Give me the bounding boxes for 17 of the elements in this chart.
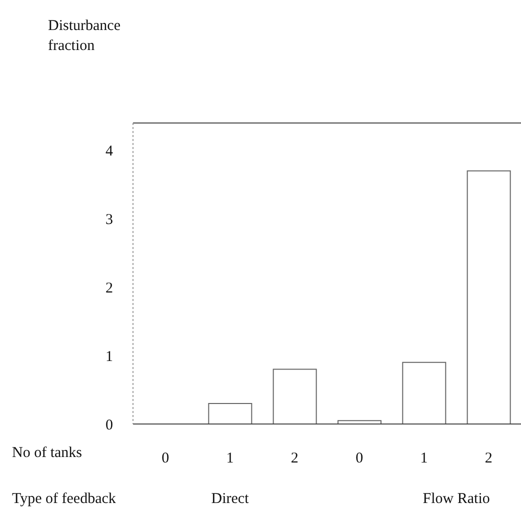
y-axis-title: Disturbance fraction xyxy=(48,17,122,56)
text: Type of feedback xyxy=(12,491,116,508)
y-tick-label: 4 xyxy=(106,144,114,160)
text: Flow Ratio xyxy=(422,491,490,508)
x-tick-label: 0 xyxy=(162,450,170,467)
y-tick-label: 3 xyxy=(106,212,113,228)
x-tick-label: 1 xyxy=(226,450,234,467)
text: Direct xyxy=(211,491,249,508)
x-tick-label: 2 xyxy=(484,450,492,467)
y-tick-label: 0 xyxy=(106,417,113,434)
bar xyxy=(466,170,511,424)
x-tick-label: 0 xyxy=(356,450,364,467)
x-tick-label: 2 xyxy=(290,450,298,467)
y-tick-label: 2 xyxy=(106,280,113,297)
y-tick-label: 1 xyxy=(106,348,113,365)
x-axis-title: No of tanks xyxy=(12,445,82,462)
x-tick-label: 1 xyxy=(420,450,428,467)
